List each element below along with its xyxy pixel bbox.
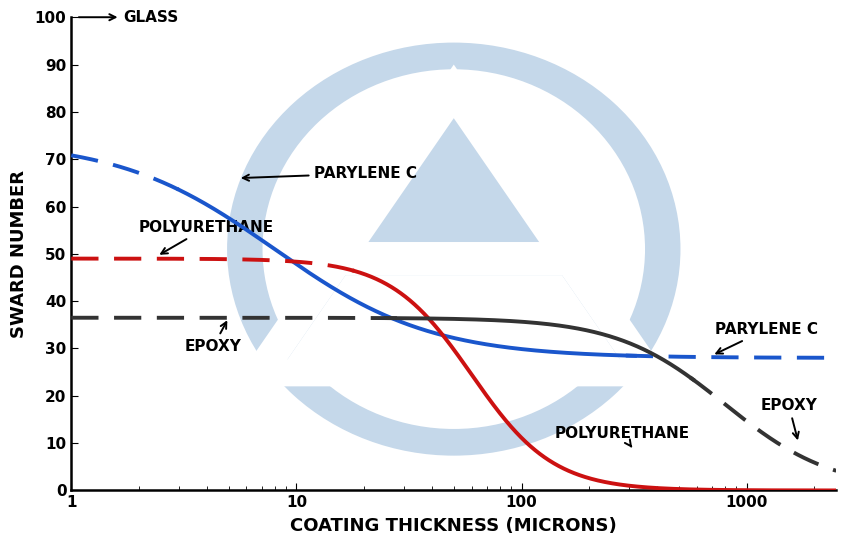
Text: POLYURETHANE: POLYURETHANE bbox=[139, 220, 274, 254]
Text: POLYURETHANE: POLYURETHANE bbox=[554, 426, 689, 446]
Text: GLASS: GLASS bbox=[79, 10, 179, 25]
Text: PARYLENE C: PARYLENE C bbox=[243, 166, 417, 181]
Text: EPOXY: EPOXY bbox=[761, 398, 817, 438]
Polygon shape bbox=[276, 275, 632, 377]
Polygon shape bbox=[288, 118, 620, 360]
Y-axis label: SWARD NUMBER: SWARD NUMBER bbox=[9, 170, 28, 338]
Text: PARYLENE C: PARYLENE C bbox=[715, 322, 817, 354]
Polygon shape bbox=[232, 64, 676, 386]
Ellipse shape bbox=[262, 69, 645, 429]
X-axis label: COATING THICKNESS (MICRONS): COATING THICKNESS (MICRONS) bbox=[290, 517, 617, 535]
Ellipse shape bbox=[239, 55, 668, 443]
Polygon shape bbox=[332, 242, 576, 275]
Text: EPOXY: EPOXY bbox=[185, 322, 242, 354]
